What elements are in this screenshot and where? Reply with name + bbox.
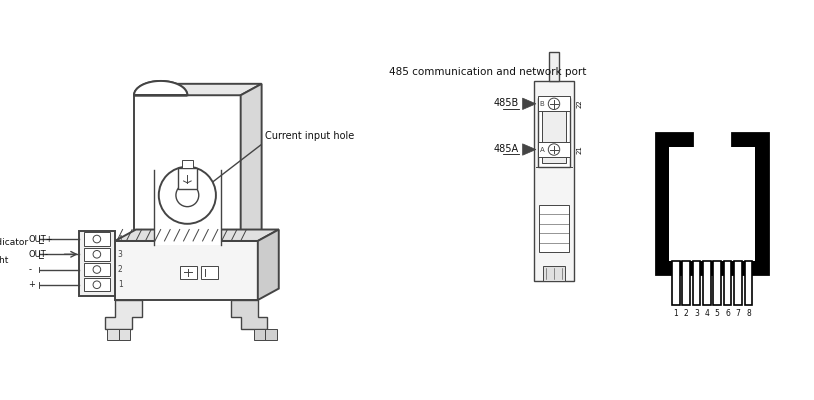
Bar — [84, 232, 110, 246]
Polygon shape — [523, 144, 536, 155]
Bar — [31, 252, 39, 257]
Bar — [119, 328, 130, 340]
Text: 1: 1 — [673, 308, 678, 318]
Polygon shape — [231, 300, 267, 328]
Bar — [177, 168, 197, 188]
Text: 485A: 485A — [493, 144, 519, 154]
Polygon shape — [523, 98, 536, 110]
Bar — [115, 241, 258, 300]
Bar — [31, 267, 39, 272]
Text: B: B — [540, 101, 545, 107]
Bar — [79, 232, 115, 296]
Bar — [703, 261, 711, 305]
Text: 1: 1 — [118, 280, 123, 289]
Text: OUT-: OUT- — [28, 250, 48, 259]
Text: Current input hole: Current input hole — [265, 131, 355, 141]
Circle shape — [93, 281, 101, 288]
Polygon shape — [241, 84, 261, 243]
Text: Indicator: Indicator — [0, 238, 28, 247]
Bar — [84, 278, 110, 292]
Polygon shape — [115, 230, 278, 241]
Bar — [734, 261, 742, 305]
Text: 7: 7 — [736, 308, 741, 318]
Bar — [201, 266, 218, 279]
Polygon shape — [656, 133, 768, 274]
Bar — [539, 205, 569, 252]
Text: 485B: 485B — [493, 98, 519, 108]
Text: 5: 5 — [715, 308, 720, 318]
Polygon shape — [669, 143, 755, 261]
Circle shape — [159, 167, 216, 224]
Bar — [534, 81, 574, 281]
Bar — [31, 282, 39, 288]
Text: OUT+: OUT+ — [28, 234, 53, 244]
Text: 485 communication and network port: 485 communication and network port — [389, 67, 587, 77]
Bar — [672, 261, 680, 305]
Polygon shape — [134, 84, 261, 95]
Circle shape — [93, 235, 101, 243]
Circle shape — [93, 266, 101, 273]
Bar — [714, 261, 721, 305]
Circle shape — [176, 184, 199, 207]
Bar — [265, 328, 277, 340]
Bar — [107, 328, 119, 340]
Text: 4: 4 — [118, 234, 123, 244]
Bar — [745, 261, 752, 305]
Bar — [84, 263, 110, 276]
Polygon shape — [258, 230, 278, 300]
Text: 22: 22 — [577, 100, 583, 108]
Bar — [538, 96, 570, 112]
Text: 3: 3 — [118, 250, 123, 259]
Text: A: A — [540, 146, 545, 152]
Bar — [543, 266, 566, 281]
Text: 3: 3 — [694, 308, 699, 318]
Bar — [693, 261, 700, 305]
Bar — [549, 52, 558, 81]
Text: light: light — [0, 256, 9, 265]
Bar — [182, 160, 193, 168]
Text: +: + — [28, 280, 35, 289]
Bar — [541, 102, 567, 163]
Text: 21: 21 — [577, 145, 583, 154]
Bar — [254, 328, 265, 340]
Text: 8: 8 — [746, 308, 751, 318]
Circle shape — [93, 250, 101, 258]
Bar — [682, 261, 690, 305]
Bar — [538, 98, 570, 167]
Text: 2: 2 — [118, 265, 123, 274]
Polygon shape — [106, 300, 142, 328]
Bar — [724, 261, 732, 305]
Bar — [84, 248, 110, 261]
Bar — [31, 236, 39, 242]
Text: 6: 6 — [725, 308, 730, 318]
Text: 4: 4 — [704, 308, 709, 318]
Bar — [154, 178, 221, 245]
Bar — [538, 142, 570, 157]
Circle shape — [549, 98, 560, 110]
Text: 2: 2 — [684, 308, 689, 318]
Text: -: - — [28, 265, 31, 274]
Circle shape — [549, 144, 560, 155]
Bar — [134, 95, 241, 243]
Bar — [180, 266, 197, 279]
Polygon shape — [134, 81, 187, 95]
